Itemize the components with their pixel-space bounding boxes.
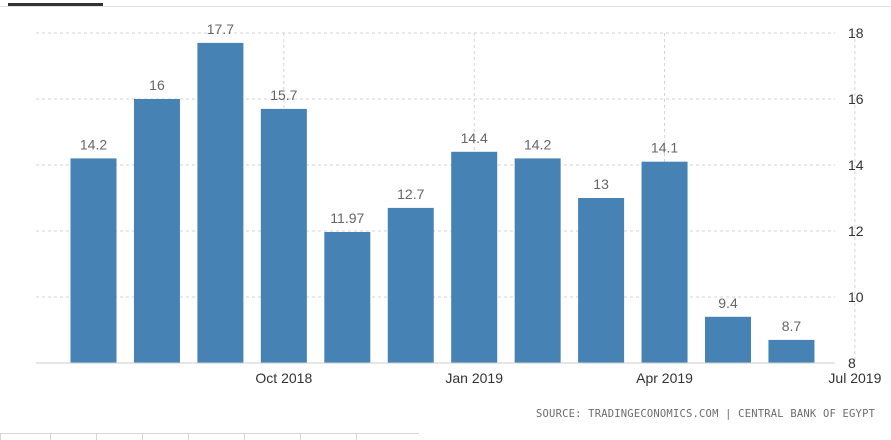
top-tab-strip [0,0,891,8]
bar-value-label: 14.4 [461,130,488,146]
bar-value-label: 8.7 [782,318,802,334]
y-tick-label: 8 [848,355,856,371]
range-control-button[interactable] [356,433,419,440]
y-tick-label: 10 [848,289,864,305]
range-control-button[interactable] [188,433,245,440]
bar [641,161,688,363]
bar [514,158,561,363]
y-tick-label: 18 [848,25,864,41]
bottom-controls-bar [0,433,420,440]
bar [387,207,434,363]
x-tick-label: Apr 2019 [636,370,693,386]
bar-value-label: 14.1 [651,140,678,156]
bar-value-label: 14.2 [524,136,551,152]
range-control-button[interactable] [50,433,97,440]
active-tab-indicator[interactable] [8,3,103,6]
tab-strip-divider [0,6,891,7]
y-axis: 8 10 12 14 16 18 [848,25,864,371]
x-tick-label: Jan 2019 [445,370,503,386]
y-tick-label: 12 [848,223,864,239]
bar-value-label: 17.7 [207,21,234,37]
y-tick-label: 14 [848,157,864,173]
bar [260,108,307,364]
bar [451,151,498,363]
bar [768,339,815,363]
bar [705,316,751,363]
x-tick-label: Jul 2019 [828,370,881,386]
source-note: SOURCE: TRADINGECONOMICS.COM | CENTRAL B… [536,408,876,420]
bar-value-label: 13 [593,176,609,192]
bar [324,231,371,363]
bar-value-label: 12.7 [397,186,424,202]
x-tick-label: Oct 2018 [255,370,312,386]
bar-value-label: 16 [149,77,165,93]
bar-value-label: 15.7 [270,87,297,103]
bars [70,42,815,364]
range-control-button[interactable] [300,433,357,440]
bar [133,99,180,363]
bar [578,198,625,363]
range-control-button[interactable] [244,433,301,440]
bar-value-label: 11.97 [330,210,364,226]
bar-value-label: 9.4 [718,295,738,311]
bar [70,158,117,363]
range-control-button[interactable] [96,433,143,440]
range-control-button[interactable] [0,433,51,440]
data-labels: 14.2 16 17.7 15.7 11.97 12.7 14.4 14.2 13 14.1 9.4… [80,21,802,334]
range-control-button[interactable] [142,433,189,440]
bar-value-label: 14.2 [80,136,107,152]
x-axis: Oct 2018 Jan 2019 Apr 2019 Jul 2019 [36,362,882,386]
bar [197,42,244,364]
y-tick-label: 16 [848,91,864,107]
